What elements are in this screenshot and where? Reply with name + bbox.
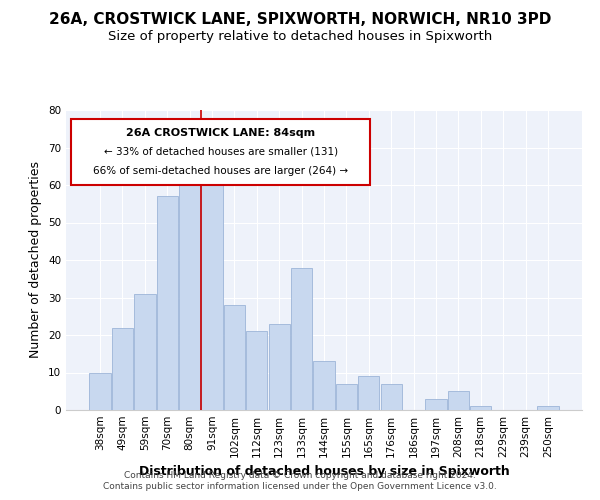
Text: Size of property relative to detached houses in Spixworth: Size of property relative to detached ho…: [108, 30, 492, 43]
Bar: [157, 196, 178, 410]
Bar: [336, 384, 357, 410]
Bar: [112, 328, 133, 410]
Bar: [470, 406, 491, 410]
Text: 26A, CROSTWICK LANE, SPIXWORTH, NORWICH, NR10 3PD: 26A, CROSTWICK LANE, SPIXWORTH, NORWICH,…: [49, 12, 551, 28]
Bar: [224, 305, 245, 410]
Y-axis label: Number of detached properties: Number of detached properties: [29, 162, 43, 358]
Text: 66% of semi-detached houses are larger (264) →: 66% of semi-detached houses are larger (…: [93, 166, 349, 175]
Bar: [425, 399, 446, 410]
Bar: [246, 331, 268, 410]
Bar: [537, 406, 559, 410]
Bar: [380, 384, 402, 410]
FancyBboxPatch shape: [71, 119, 370, 185]
Text: ← 33% of detached houses are smaller (131): ← 33% of detached houses are smaller (13…: [104, 146, 338, 156]
Text: Contains public sector information licensed under the Open Government Licence v3: Contains public sector information licen…: [103, 482, 497, 491]
Bar: [313, 361, 335, 410]
Bar: [358, 376, 379, 410]
Bar: [291, 268, 312, 410]
Text: 26A CROSTWICK LANE: 84sqm: 26A CROSTWICK LANE: 84sqm: [126, 128, 316, 138]
Bar: [89, 372, 111, 410]
X-axis label: Distribution of detached houses by size in Spixworth: Distribution of detached houses by size …: [139, 466, 509, 478]
Text: Contains HM Land Registry data © Crown copyright and database right 2024.: Contains HM Land Registry data © Crown c…: [124, 471, 476, 480]
Bar: [134, 294, 155, 410]
Bar: [269, 324, 290, 410]
Bar: [179, 181, 200, 410]
Bar: [202, 166, 223, 410]
Bar: [448, 391, 469, 410]
